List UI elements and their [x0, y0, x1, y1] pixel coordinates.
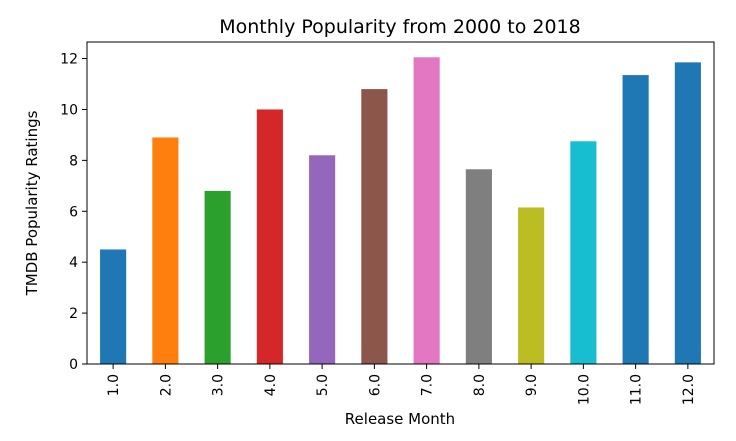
bar-4.0 [256, 109, 283, 364]
x-tick-label: 5.0 [315, 374, 331, 396]
bar-8.0 [465, 169, 492, 364]
x-tick-label: 1.0 [106, 374, 122, 396]
y-axis: 0 2 4 6 8 10 12 [60, 52, 87, 373]
bar-5.0 [309, 155, 336, 364]
plot-frame [86, 41, 715, 365]
x-tick-label: 10.0 [576, 374, 592, 405]
bar-9.0 [518, 207, 545, 364]
y-tick-label: 6 [69, 204, 78, 220]
y-tick-label: 2 [69, 306, 78, 322]
bar-1.0 [100, 249, 127, 364]
y-tick-label: 10 [60, 102, 78, 118]
x-tick-label: 9.0 [524, 374, 540, 396]
y-tick-label: 4 [69, 255, 78, 271]
x-tick-label: 2.0 [158, 374, 174, 396]
plot-area: 0 2 4 6 8 10 12 1.0 2.0 3.0 4.0 5.0 6.0 7.0 8.0 9.0 10.… [60, 41, 715, 405]
y-axis-label: TMDB Popularity Ratings [23, 110, 41, 296]
x-tick-label: 7.0 [420, 374, 436, 396]
x-tick-label: 8.0 [472, 374, 488, 396]
bar-2.0 [152, 137, 179, 364]
chart-title: Monthly Popularity from 2000 to 2018 [219, 16, 580, 38]
y-tick-label: 0 [69, 357, 78, 373]
bar-12.0 [674, 62, 701, 364]
bar-7.0 [413, 57, 440, 364]
bars [100, 57, 701, 364]
x-tick-label: 6.0 [367, 374, 383, 396]
bar-11.0 [622, 75, 649, 364]
y-tick-label: 8 [69, 153, 78, 169]
x-tick-label: 3.0 [211, 374, 227, 396]
bar-3.0 [204, 190, 231, 364]
x-tick-label: 12.0 [681, 374, 697, 405]
y-tick-label: 12 [60, 52, 78, 68]
bar-6.0 [361, 89, 388, 364]
x-tick-label: 4.0 [263, 374, 279, 396]
x-tick-label: 11.0 [629, 374, 645, 405]
bar-10.0 [570, 141, 597, 364]
x-axis-label: Release Month [345, 410, 455, 428]
x-axis: 1.0 2.0 3.0 4.0 5.0 6.0 7.0 8.0 9.0 10.0 11.0 12.0 [106, 364, 697, 405]
